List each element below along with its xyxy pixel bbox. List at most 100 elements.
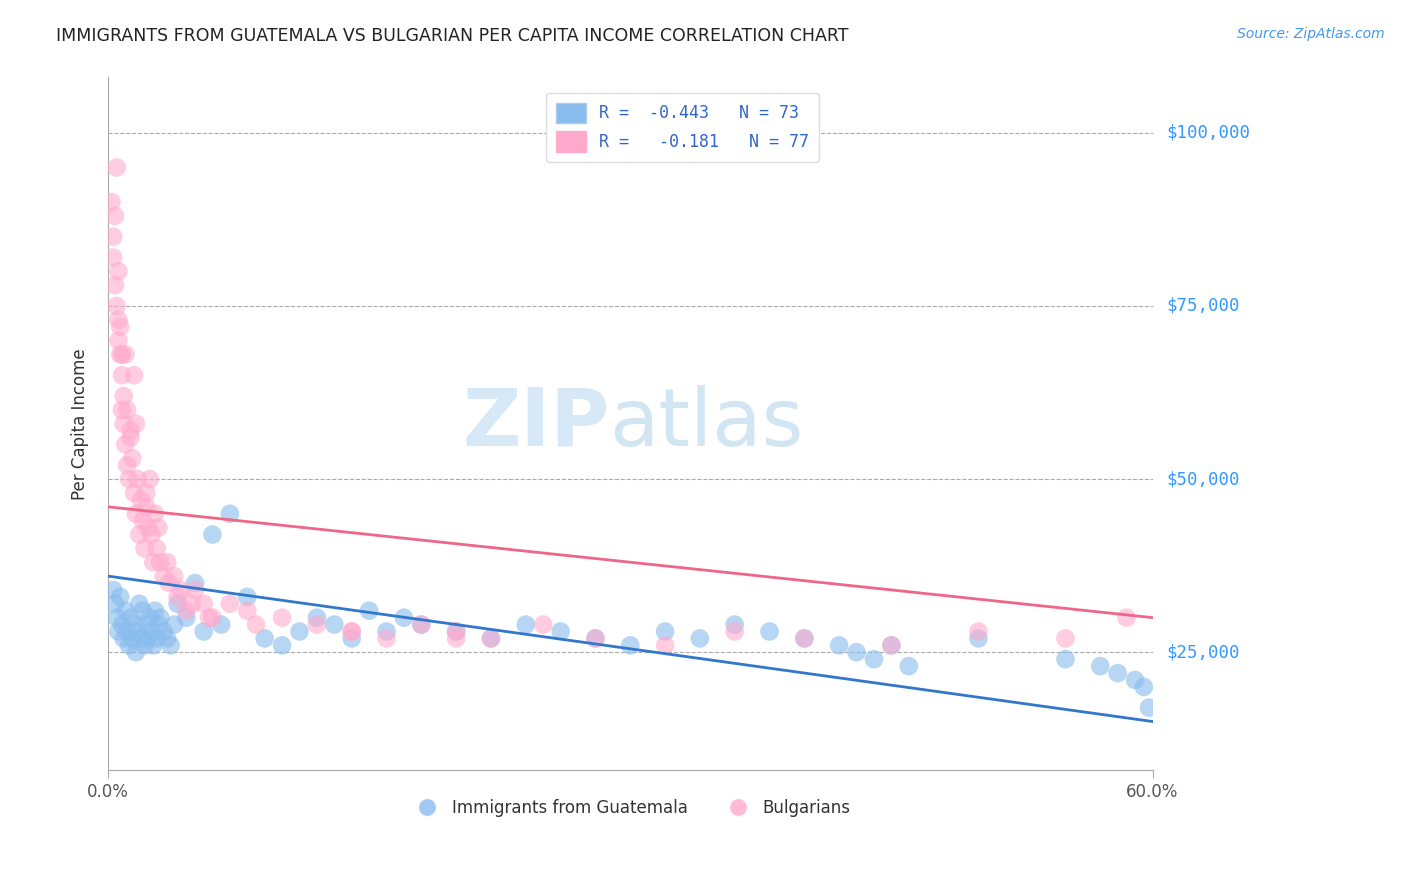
- Point: [157, 576, 180, 591]
- Point: [1090, 659, 1112, 673]
- Point: [163, 569, 186, 583]
- Point: [619, 638, 641, 652]
- Point: [108, 347, 131, 361]
- Point: [184, 576, 207, 591]
- Point: [111, 368, 134, 383]
- Point: [121, 451, 143, 466]
- Text: $50,000: $50,000: [1167, 470, 1240, 488]
- Point: [139, 472, 162, 486]
- Point: [880, 638, 903, 652]
- Point: [122, 617, 145, 632]
- Point: [828, 638, 851, 652]
- Point: [967, 624, 990, 639]
- Point: [135, 486, 157, 500]
- Point: [121, 632, 143, 646]
- Point: [142, 638, 165, 652]
- Point: [654, 624, 676, 639]
- Point: [112, 417, 135, 431]
- Point: [758, 624, 780, 639]
- Point: [136, 520, 159, 534]
- Point: [1133, 680, 1156, 694]
- Point: [305, 610, 328, 624]
- Point: [143, 507, 166, 521]
- Point: [104, 597, 127, 611]
- Point: [340, 624, 363, 639]
- Point: [107, 313, 129, 327]
- Point: [1115, 610, 1137, 624]
- Point: [120, 610, 142, 624]
- Point: [411, 617, 433, 632]
- Text: ZIP: ZIP: [463, 384, 609, 463]
- Point: [129, 632, 152, 646]
- Point: [531, 617, 554, 632]
- Point: [103, 582, 125, 597]
- Point: [148, 520, 170, 534]
- Point: [134, 541, 156, 556]
- Point: [411, 617, 433, 632]
- Point: [103, 251, 125, 265]
- Point: [122, 368, 145, 383]
- Point: [1123, 673, 1146, 687]
- Point: [479, 632, 502, 646]
- Point: [111, 347, 134, 361]
- Point: [132, 604, 155, 618]
- Point: [689, 632, 711, 646]
- Point: [444, 632, 467, 646]
- Point: [236, 604, 259, 618]
- Point: [100, 195, 122, 210]
- Point: [209, 617, 232, 632]
- Point: [143, 604, 166, 618]
- Point: [176, 604, 198, 618]
- Point: [444, 624, 467, 639]
- Point: [105, 299, 128, 313]
- Text: $25,000: $25,000: [1167, 643, 1240, 661]
- Point: [166, 590, 188, 604]
- Point: [1107, 666, 1129, 681]
- Point: [444, 624, 467, 639]
- Point: [135, 500, 157, 514]
- Point: [967, 632, 990, 646]
- Point: [323, 617, 346, 632]
- Point: [236, 590, 259, 604]
- Point: [115, 458, 138, 473]
- Point: [654, 638, 676, 652]
- Point: [793, 632, 815, 646]
- Point: [845, 645, 868, 659]
- Y-axis label: Per Capita Income: Per Capita Income: [72, 348, 89, 500]
- Point: [271, 638, 294, 652]
- Point: [125, 417, 148, 431]
- Text: Source: ZipAtlas.com: Source: ZipAtlas.com: [1237, 27, 1385, 41]
- Point: [128, 527, 150, 541]
- Point: [479, 632, 502, 646]
- Point: [152, 569, 174, 583]
- Point: [305, 617, 328, 632]
- Point: [180, 597, 202, 611]
- Point: [156, 555, 179, 569]
- Point: [107, 264, 129, 278]
- Point: [108, 319, 131, 334]
- Point: [111, 617, 134, 632]
- Point: [897, 659, 920, 673]
- Point: [120, 431, 142, 445]
- Point: [201, 527, 224, 541]
- Point: [105, 610, 128, 624]
- Point: [132, 514, 155, 528]
- Point: [1054, 632, 1077, 646]
- Point: [375, 624, 398, 639]
- Point: [359, 604, 381, 618]
- Point: [135, 617, 157, 632]
- Point: [166, 597, 188, 611]
- Point: [880, 638, 903, 652]
- Point: [129, 492, 152, 507]
- Text: atlas: atlas: [609, 384, 804, 463]
- Point: [1054, 652, 1077, 666]
- Point: [104, 209, 127, 223]
- Point: [145, 632, 167, 646]
- Point: [145, 541, 167, 556]
- Point: [218, 507, 240, 521]
- Point: [375, 632, 398, 646]
- Point: [122, 486, 145, 500]
- Point: [583, 632, 606, 646]
- Point: [163, 617, 186, 632]
- Point: [218, 597, 240, 611]
